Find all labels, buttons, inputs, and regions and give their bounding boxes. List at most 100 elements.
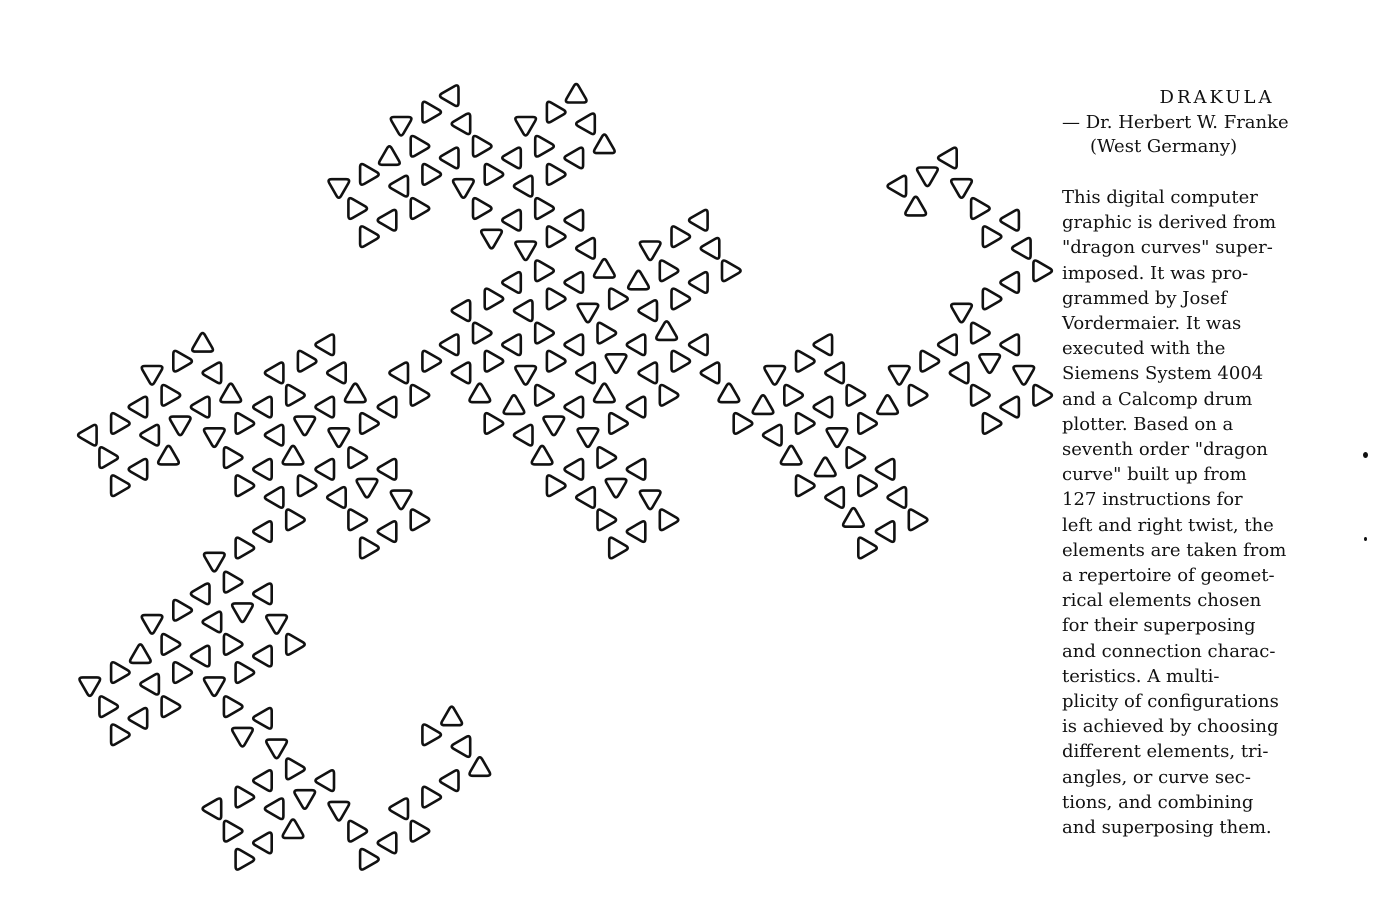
margin-speck	[1363, 452, 1368, 458]
triangle-element	[343, 382, 367, 404]
description-line: plotter. Based on a	[1062, 413, 1234, 435]
triangle-element	[109, 411, 131, 435]
triangle-element	[1010, 236, 1032, 260]
triangle-element	[874, 457, 896, 481]
triangle-element	[222, 570, 244, 594]
triangle-element	[574, 485, 597, 509]
description-line: imposed. It was pro-	[1062, 262, 1249, 284]
triangle-element	[201, 797, 223, 821]
triangle-element	[201, 361, 223, 385]
triangle-element	[314, 395, 336, 419]
triangle-element	[545, 225, 567, 249]
triangle-element	[841, 506, 865, 528]
triangle-element	[592, 382, 616, 404]
triangle-element	[512, 174, 534, 198]
triangle-element	[563, 457, 585, 481]
triangle-element	[222, 632, 244, 656]
triangle-element	[812, 333, 834, 357]
triangle-element	[222, 695, 244, 719]
triangle-element	[763, 364, 787, 386]
triangle-element	[127, 457, 149, 481]
triangle-element	[358, 162, 380, 186]
triangle-element	[358, 847, 380, 871]
triangle-element	[139, 423, 161, 447]
triangle-element	[483, 349, 505, 373]
triangle-element	[592, 133, 616, 155]
triangle-element	[388, 174, 410, 198]
triangle-element	[189, 582, 211, 606]
triangle-element	[625, 333, 647, 357]
triangle-element	[127, 706, 149, 730]
triangle-element	[263, 423, 285, 447]
description-line: is achieved by choosing	[1062, 716, 1279, 738]
description-line: rical elements chosen	[1062, 590, 1262, 612]
triangle-element	[189, 395, 211, 419]
triangle-element	[687, 333, 709, 357]
triangle-element	[949, 177, 974, 200]
triangle-element	[234, 474, 256, 498]
triangle-element	[607, 536, 629, 560]
triangle-element	[607, 411, 629, 435]
triangle-element	[874, 520, 896, 544]
triangle-element	[794, 474, 816, 498]
triangle-element	[501, 208, 523, 232]
triangle-element	[625, 520, 647, 544]
triangle-element	[355, 477, 379, 499]
triangle-element	[857, 411, 879, 435]
triangle-element	[327, 177, 351, 200]
triangle-element	[574, 236, 597, 260]
triangle-element	[234, 847, 256, 871]
triangle-element	[263, 361, 285, 385]
triangle-element	[347, 446, 369, 470]
triangle-element	[450, 734, 472, 759]
triangle-element	[670, 225, 692, 249]
triangle-element	[450, 112, 472, 136]
triangle-element	[160, 383, 182, 407]
triangle-element	[296, 474, 318, 498]
triangle-element	[658, 383, 680, 407]
triangle-element	[127, 395, 149, 419]
triangle-element	[222, 446, 244, 470]
triangle-element	[325, 485, 347, 509]
triangle-element	[284, 757, 306, 781]
description-line: executed with the	[1062, 338, 1226, 360]
triangle-element	[857, 474, 879, 498]
triangle-element	[533, 196, 556, 221]
triangle-element	[732, 411, 754, 435]
description-line: graphic is derived from	[1062, 212, 1277, 234]
triangle-element	[574, 361, 597, 385]
triangle-element	[251, 520, 273, 544]
triangle-element	[438, 769, 460, 793]
triangle-element	[234, 660, 256, 685]
triangle-element	[626, 269, 651, 291]
triangle-element	[139, 672, 161, 696]
triangle-element	[978, 353, 1002, 375]
description-line: and superposing them.	[1062, 817, 1272, 839]
description-line: and connection charac-	[1062, 640, 1276, 662]
triangle-element	[284, 632, 306, 656]
triangle-element	[981, 225, 1003, 249]
artwork-title: DRAKULA	[1159, 87, 1275, 108]
triangle-element	[450, 361, 472, 385]
triangle-element	[545, 162, 567, 186]
triangle-element	[794, 411, 816, 435]
triangle-element	[563, 146, 585, 170]
triangle-element	[825, 427, 849, 449]
triangle-element	[999, 395, 1021, 419]
description-line: This digital computer	[1062, 187, 1258, 208]
triangle-element	[545, 349, 567, 373]
triangle-element	[751, 394, 775, 416]
triangle-element	[687, 270, 709, 295]
triangle-element	[981, 411, 1003, 435]
triangle-element	[876, 394, 900, 416]
triangle-element	[140, 613, 164, 635]
description-line: angles, or curve sec-	[1062, 766, 1251, 788]
triangle-element	[813, 456, 837, 478]
triangle-element	[514, 240, 538, 262]
triangle-element	[191, 331, 215, 353]
triangle-element	[576, 427, 600, 449]
triangle-element	[327, 800, 351, 822]
triangle-element	[915, 166, 939, 188]
triangle-element	[168, 415, 192, 437]
description-line: Siemens System 4004	[1062, 363, 1264, 385]
